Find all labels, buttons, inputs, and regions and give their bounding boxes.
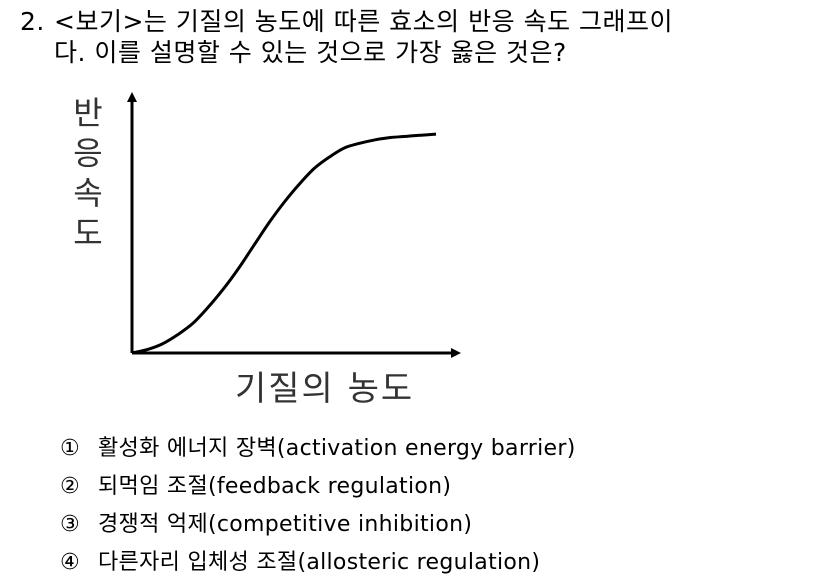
choice-4[interactable]: ④ 다른자리 입체성 조절(allosteric regulation) bbox=[60, 544, 576, 582]
choice-text: 되먹임 조절(feedback regulation) bbox=[98, 474, 452, 499]
question-line-1: 2. <보기>는 기질의 농도에 따른 효소의 반응 속도 그래프이 bbox=[20, 7, 673, 37]
x-axis-label: 기질의 농도 bbox=[235, 369, 415, 409]
answer-choices: ① 활성화 에너지 장벽(activation energy barrier) ②… bbox=[60, 430, 576, 582]
reaction-rate-curve-0 bbox=[131, 132, 437, 355]
choice-2[interactable]: ② 되먹임 조절(feedback regulation) bbox=[60, 468, 576, 506]
reaction-rate-graph: 반응속도 기질의 농도 bbox=[60, 85, 480, 425]
y-axis-label: 반응속도 bbox=[73, 94, 103, 252]
choice-text: 경쟁적 억제(competitive inhibition) bbox=[98, 512, 473, 537]
choice-mark: ④ bbox=[60, 550, 81, 575]
choice-mark: ③ bbox=[60, 512, 81, 537]
choice-1[interactable]: ① 활성화 에너지 장벽(activation energy barrier) bbox=[60, 430, 576, 468]
choice-mark: ② bbox=[60, 474, 81, 499]
question-text-line-1: <보기>는 기질의 농도에 따른 효소의 반응 속도 그래프이 bbox=[54, 7, 674, 36]
choice-3[interactable]: ③ 경쟁적 억제(competitive inhibition) bbox=[60, 506, 576, 544]
choice-text: 다른자리 입체성 조절(allosteric regulation) bbox=[98, 550, 541, 575]
question-text-line-2: 다. 이를 설명할 수 있는 것으로 가장 옳은 것은? bbox=[54, 38, 567, 67]
question-number: 2. bbox=[20, 7, 45, 36]
choice-text: 활성화 에너지 장벽(activation energy barrier) bbox=[98, 436, 576, 461]
graph-canvas bbox=[127, 92, 461, 358]
choice-mark: ① bbox=[60, 436, 81, 461]
